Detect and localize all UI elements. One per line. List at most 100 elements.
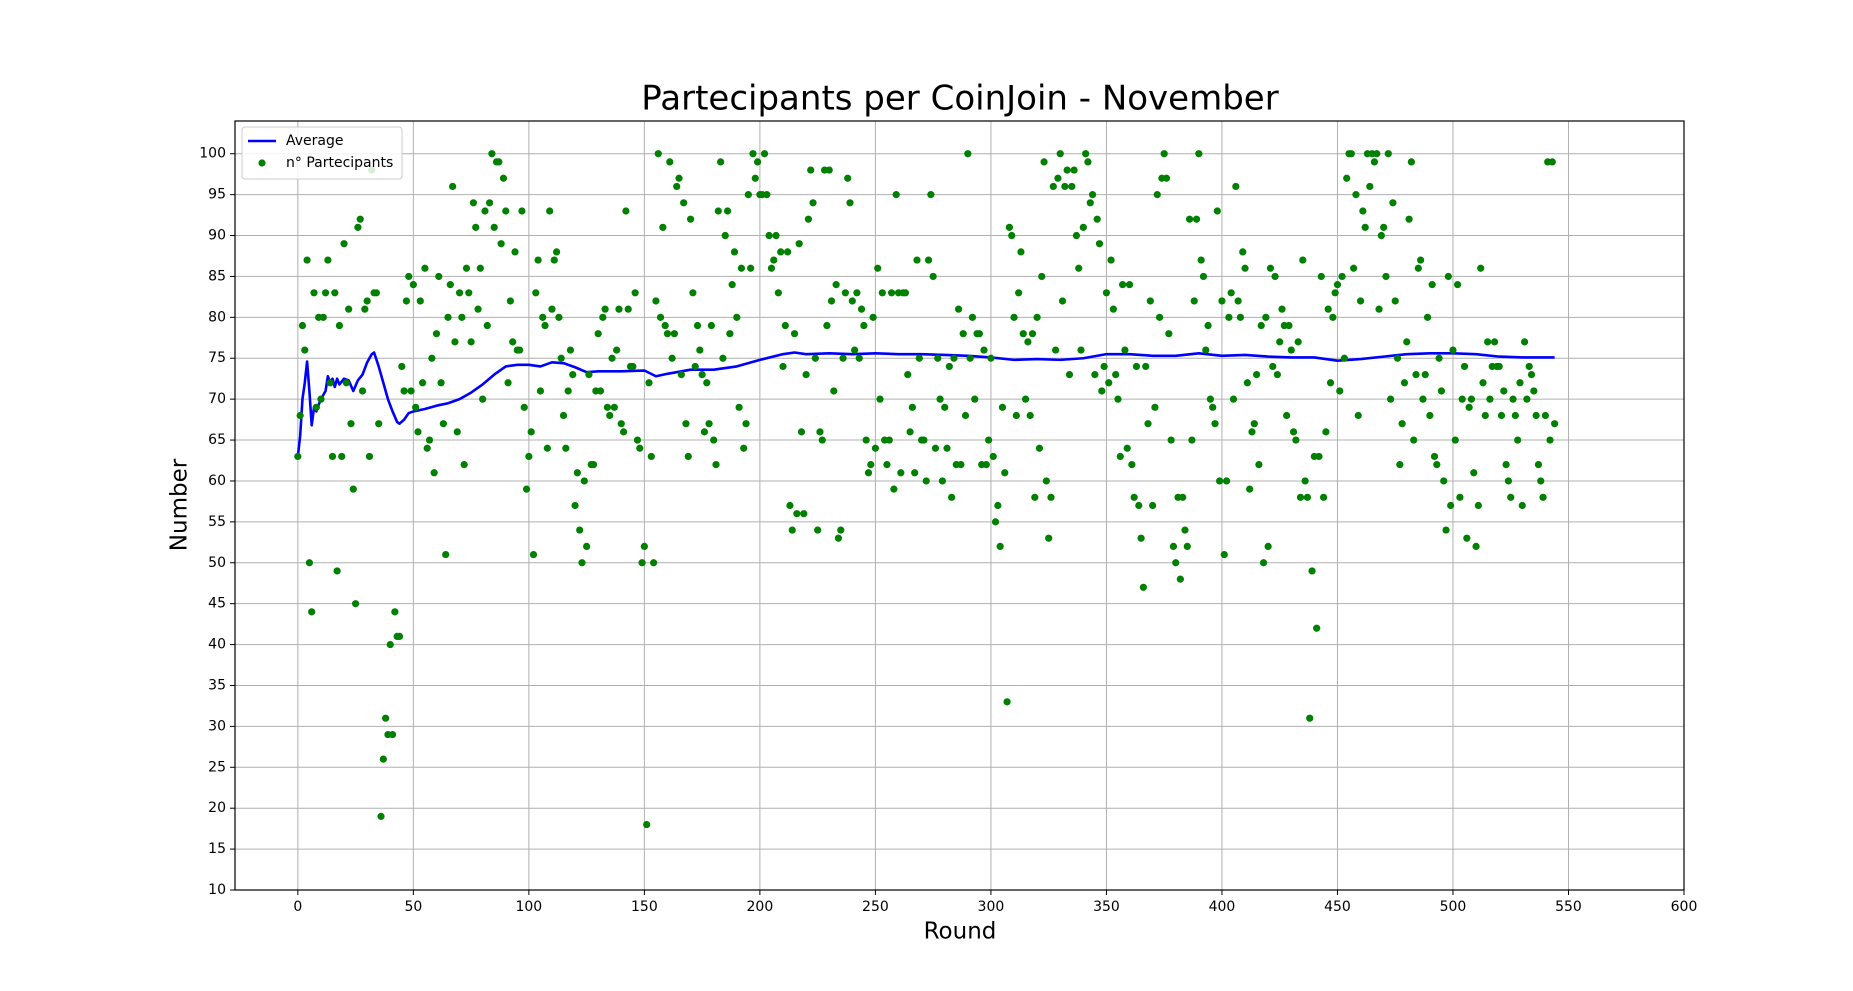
data-point (1497, 411, 1506, 420)
data-point (1211, 420, 1219, 428)
data-point (1052, 346, 1060, 354)
data-point (770, 256, 778, 264)
data-point (816, 428, 824, 436)
data-point (985, 436, 993, 444)
data-point (721, 231, 729, 240)
data-point (566, 346, 575, 354)
data-point (774, 289, 782, 297)
data-point (608, 354, 616, 362)
data-point (1313, 624, 1321, 632)
data-point (726, 330, 734, 338)
data-point (1142, 362, 1150, 371)
data-point (465, 289, 473, 297)
data-point (1481, 411, 1489, 420)
y-tick-label: 100 (199, 146, 226, 162)
data-point (837, 526, 845, 534)
data-point (682, 420, 690, 428)
data-point (603, 403, 612, 411)
data-point (680, 199, 688, 207)
data-point (1352, 191, 1360, 199)
data-point (941, 403, 949, 411)
data-point (488, 150, 496, 158)
data-point (1151, 403, 1159, 411)
data-point (1534, 460, 1543, 469)
data-point (1149, 501, 1157, 510)
data-point (1266, 264, 1275, 272)
data-point (525, 452, 533, 461)
data-point (1303, 493, 1312, 501)
data-point (1199, 272, 1208, 281)
data-point (1236, 313, 1245, 321)
data-point (1042, 477, 1050, 485)
data-point (518, 207, 526, 215)
data-point (578, 559, 586, 567)
data-point (1035, 444, 1044, 452)
data-point (707, 321, 715, 330)
data-point (1209, 403, 1217, 411)
data-point (1095, 240, 1104, 248)
data-point (827, 297, 836, 305)
data-point (1188, 436, 1196, 444)
data-point (1447, 501, 1455, 510)
data-point (700, 428, 709, 436)
data-point (1532, 411, 1540, 420)
data-point (305, 559, 313, 567)
data-point (1324, 305, 1332, 313)
data-point (994, 501, 1002, 510)
data-point (1299, 256, 1307, 264)
data-point (395, 632, 404, 640)
data-point (437, 379, 445, 387)
data-point (691, 362, 699, 371)
data-point (532, 289, 540, 297)
data-point (1317, 272, 1325, 281)
data-point (388, 730, 397, 739)
data-point (527, 428, 535, 436)
data-point (1047, 493, 1055, 501)
data-point (719, 354, 727, 362)
data-point (948, 493, 956, 501)
data-point (479, 395, 487, 403)
data-point (1467, 395, 1476, 403)
data-point (469, 199, 478, 207)
data-point (728, 281, 736, 289)
y-tick-label: 25 (208, 759, 226, 775)
data-point (1077, 346, 1085, 354)
data-point (340, 240, 348, 248)
data-point (414, 428, 422, 436)
chart-title: Partecipants per CoinJoin - November (641, 79, 1278, 119)
data-point (1479, 379, 1487, 387)
data-point (1038, 272, 1046, 281)
data-point (652, 297, 660, 305)
data-point (1179, 493, 1187, 501)
x-tick-label: 550 (1555, 899, 1582, 915)
data-point (1121, 346, 1129, 354)
x-tick-label: 450 (1324, 899, 1351, 915)
data-point (1070, 166, 1078, 174)
data-point (998, 403, 1007, 411)
data-point (737, 264, 746, 272)
data-point (1084, 158, 1092, 166)
data-point (871, 444, 880, 452)
data-point (650, 559, 658, 567)
data-point (1130, 493, 1138, 501)
data-point (1273, 371, 1281, 379)
data-point (1008, 231, 1016, 240)
data-point (1098, 387, 1106, 395)
data-point (1190, 297, 1198, 305)
x-tick-label: 50 (404, 899, 422, 915)
data-point (324, 256, 332, 264)
data-point (497, 240, 505, 248)
data-point (331, 289, 339, 297)
data-point (495, 158, 503, 166)
plot-frame (234, 120, 1685, 891)
data-point (1123, 444, 1131, 452)
data-point (878, 289, 886, 297)
data-point (890, 485, 898, 493)
data-point (400, 387, 408, 395)
data-point (326, 379, 334, 387)
data-point (615, 305, 623, 313)
data-point (938, 477, 947, 485)
data-point (416, 297, 424, 305)
y-tick-label: 85 (208, 268, 226, 284)
